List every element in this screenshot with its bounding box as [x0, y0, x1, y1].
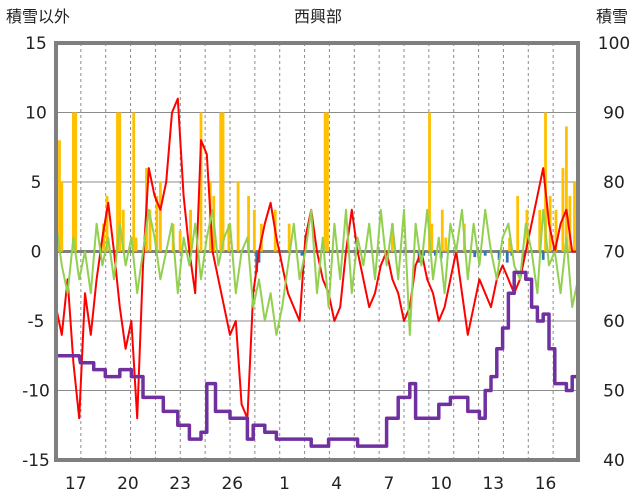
y-left-tick-label: 5: [31, 173, 42, 193]
ticks: -15 -10 -5 0 5 10 15 40 50 60 70 80 90 100 17 20 23 26 1 4 7…: [22, 34, 630, 494]
precip-bar: [554, 209, 558, 252]
precip-bar: [134, 237, 138, 252]
precip-bar: [116, 112, 119, 252]
snowfall-bar: [422, 251, 426, 256]
wind-line: [55, 208, 579, 336]
y-left-tick-label: 15: [25, 34, 47, 54]
y-left-tick-label: 10: [25, 104, 47, 124]
precip-bar: [74, 112, 78, 252]
snowfall-bar: [505, 251, 509, 263]
precip-bar: [538, 209, 542, 252]
plot-frame: [54, 41, 580, 462]
precip-bar: [60, 182, 64, 252]
precip-bar: [391, 223, 394, 252]
temperature-line: [55, 97, 578, 420]
precip-bar: [287, 223, 291, 252]
precip-bar: [102, 223, 105, 252]
snowfall-bar: [300, 251, 304, 256]
precip-bar: [221, 112, 225, 252]
y-right-tick-label: 100: [598, 34, 630, 54]
precip-bar: [252, 209, 256, 252]
y-right-tick-label: 70: [603, 243, 625, 263]
precip-bar: [565, 126, 568, 252]
precip-bar: [561, 168, 565, 252]
y-right-tick-label: 40: [603, 451, 625, 471]
x-tick-label: 23: [169, 474, 191, 494]
precip-bar: [58, 140, 61, 252]
precip-bar: [227, 223, 231, 252]
lines: [55, 97, 579, 448]
precip-bar: [178, 230, 182, 252]
precip-bar: [105, 195, 109, 252]
precip-bar: [323, 112, 327, 252]
precip-bar: [444, 237, 448, 252]
precip-bar: [148, 209, 152, 252]
y-right-tick-label: 60: [603, 312, 625, 332]
snowfall-bar: [473, 251, 477, 258]
x-tick-label: 10: [430, 474, 452, 494]
precip-bar: [132, 112, 136, 252]
x-tick-label: 17: [65, 474, 87, 494]
precip-bar: [430, 223, 434, 252]
precip-bar: [118, 112, 122, 252]
precip-bar: [189, 209, 192, 252]
y-right-tick-label: 90: [603, 104, 625, 124]
chart-title: 西興部: [294, 7, 342, 26]
y-left-tick-label: -15: [22, 451, 50, 471]
precip-bar: [573, 182, 576, 252]
precip-bar: [516, 195, 520, 252]
x-tick-label: 26: [221, 474, 243, 494]
y-left-tick-label: -10: [22, 382, 50, 402]
left-axis-label: 積雪以外: [6, 7, 70, 26]
precip-bar: [219, 112, 223, 252]
precip-bar: [159, 182, 162, 252]
x-tick-label: 13: [482, 474, 504, 494]
x-tick-label: 4: [331, 474, 342, 494]
precip-bar: [568, 195, 572, 252]
x-tick-label: 7: [384, 474, 395, 494]
x-tick-label: 16: [535, 474, 557, 494]
snowfall-bar: [541, 251, 545, 260]
snow_depth-line: [56, 270, 578, 448]
snowfall-bar: [433, 251, 437, 256]
precip-bar: [247, 195, 250, 252]
precip-bar: [548, 195, 552, 252]
y-right-tick-label: 50: [603, 382, 625, 402]
right-axis-label: 積雪: [596, 7, 628, 26]
precip-bar: [508, 237, 511, 252]
precip-bar: [72, 112, 75, 252]
x-tick-label: 20: [117, 474, 139, 494]
precip-bar: [155, 195, 159, 252]
x-tick-label: 1: [279, 474, 290, 494]
precip-bar: [440, 209, 444, 252]
precip-bar: [326, 112, 329, 252]
y-left-tick-label: 0: [31, 243, 42, 263]
snowfall-bar: [483, 251, 487, 256]
y-right-tick-label: 80: [603, 173, 625, 193]
y-left-tick-label: -5: [28, 312, 45, 332]
precip-bar: [428, 112, 431, 252]
precip-bar: [236, 182, 240, 252]
precip-bar: [199, 112, 203, 252]
precip-bar: [121, 209, 125, 252]
